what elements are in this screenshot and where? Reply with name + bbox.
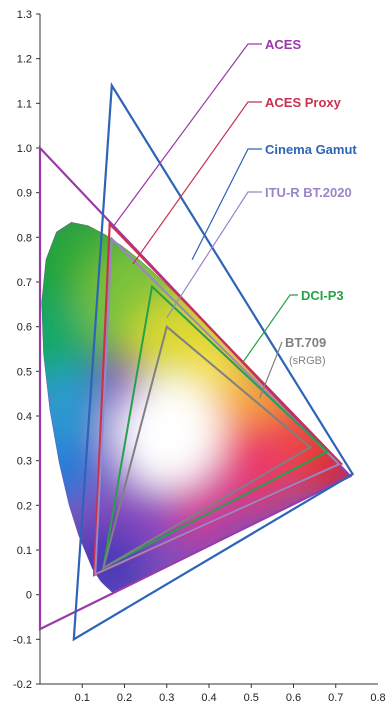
callout-leader-line	[242, 294, 298, 363]
x-tick-label: 0.4	[201, 692, 216, 704]
callout-leader-line	[259, 341, 283, 399]
callout-label: ACES	[265, 37, 301, 52]
y-tick-label: 0.4	[17, 411, 32, 423]
y-tick-label: 1.2	[17, 54, 32, 66]
callout-leader-line	[111, 43, 262, 229]
x-tick-label: 0.2	[117, 692, 132, 704]
gamut-triangle-itu-r-bt-2020	[94, 236, 341, 576]
x-tick-label: 0.3	[159, 692, 174, 704]
x-tick-label: 0.8	[370, 692, 385, 704]
y-tick-label: 0.7	[17, 277, 32, 289]
gamut-triangles	[38, 82, 355, 642]
y-tick-label: 0.9	[17, 188, 32, 200]
callout-label: Cinema Gamut	[265, 142, 357, 157]
y-tick-label: 1.1	[17, 98, 32, 110]
x-tick-label: 0.7	[328, 692, 343, 704]
callout-leader-line	[132, 101, 262, 265]
y-tick-label: -0.1	[13, 634, 32, 646]
y-tick-label: 0	[26, 590, 32, 602]
y-tick-label: 1.0	[17, 143, 32, 155]
y-tick-label: 0.1	[17, 545, 32, 557]
y-tick-label: 0.2	[17, 500, 32, 512]
callout-leader-line	[166, 191, 262, 319]
gamut-triangle-bt-709	[101, 324, 313, 570]
callout-label: DCI-P3	[301, 288, 344, 303]
gamut-triangle-cinema-gamut	[72, 82, 355, 642]
callout-leader-line	[191, 148, 262, 260]
callout-label: ACES Proxy	[265, 95, 342, 110]
y-tick-label: -0.2	[13, 679, 32, 691]
x-tick-label: 0.6	[286, 692, 301, 704]
callout-sublabel: (sRGB)	[289, 355, 326, 367]
y-tick-label: 0.6	[17, 322, 32, 334]
x-tick-label: 0.5	[244, 692, 259, 704]
y-tick-label: 0.3	[17, 456, 32, 468]
callout-label: ITU-R BT.2020	[265, 185, 352, 200]
gamut-triangle-dci-p3	[102, 284, 330, 570]
y-tick-label: 0.5	[17, 366, 32, 378]
y-tick-label: 1.3	[17, 9, 32, 21]
callout-label: BT.709	[285, 335, 326, 350]
gamut-callouts: ACES ACES Proxy Cinema Gamut ITU-R BT.2020 D…	[111, 37, 357, 399]
x-tick-label: 0.1	[75, 692, 90, 704]
y-tick-label: 0.8	[17, 232, 32, 244]
